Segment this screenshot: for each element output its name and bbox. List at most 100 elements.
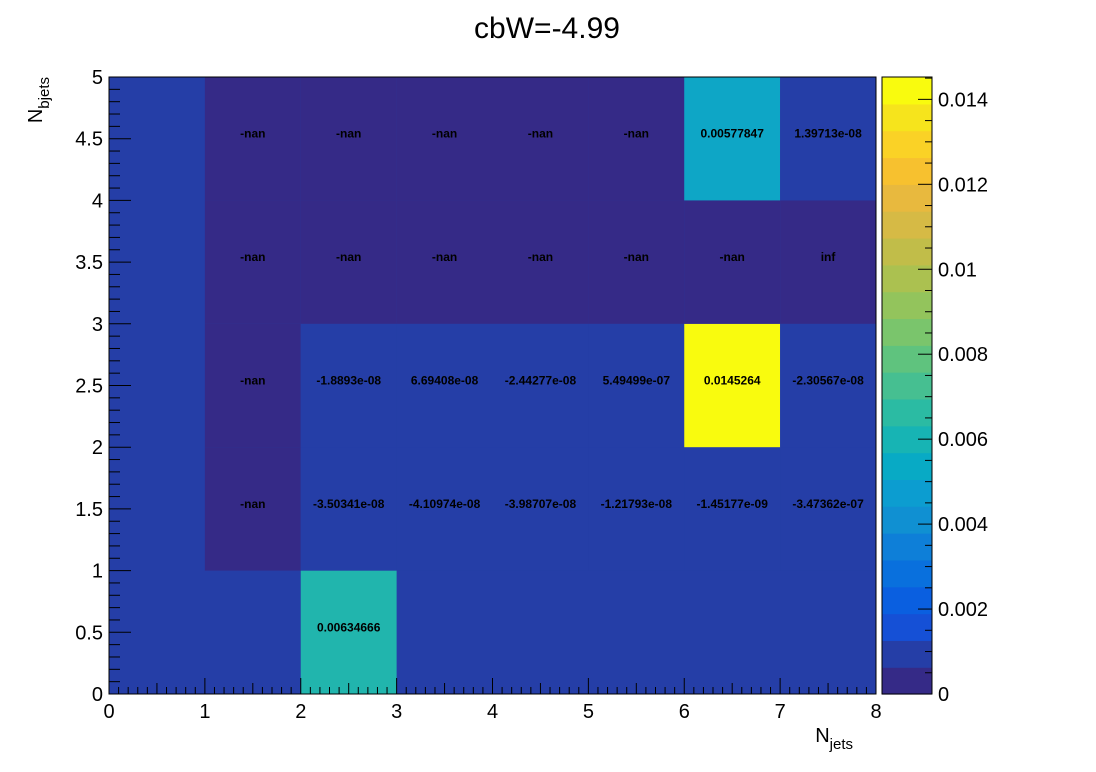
cell-value-label: -nan [336,127,361,141]
chart-title: cbW=-4.99 [474,12,620,45]
heatmap-cell [204,323,301,448]
heatmap-cell [588,200,685,324]
x-axis-label-main: N [815,725,829,747]
y-axis-label: Nbjets [25,77,53,123]
cell-value-label: 0.00634666 [317,620,381,634]
z-tick-label: 0.006 [938,429,988,451]
x-tick-label: 5 [583,701,594,723]
colorbar-segment [882,398,932,427]
y-axis-label-main: N [25,109,47,123]
x-tick-label: 7 [775,701,786,723]
colorbar-segment [882,372,932,400]
cell-value-label: -3.98707e-08 [505,497,577,511]
heatmap-cell [492,200,589,324]
cell-value-label: -nan [528,127,553,141]
cell-value-label: -2.30567e-08 [792,374,864,388]
heatmap-cell [780,77,876,201]
heatmap-cell [300,570,397,694]
cell-value-label: -nan [240,127,265,141]
y-tick-label: 4.5 [75,129,103,151]
cell-value-label: -nan [432,250,457,264]
cell-value-label: 5.49499e-07 [603,374,671,388]
colorbar-segment [882,479,932,507]
z-tick-label: 0.002 [938,599,988,621]
cell-value-label: -nan [240,374,265,388]
y-tick-label: 2 [92,437,103,459]
colorbar-segment [882,184,932,212]
cell-value-label: -nan [432,127,457,141]
colorbar-segment [882,613,932,641]
y-tick-label: 0 [92,684,103,706]
x-tick-label: 2 [295,701,306,723]
heatmap-cell [396,77,493,201]
colorbar-segment [882,130,932,159]
cell-value-label: -nan [720,250,745,264]
heatmap-cell [780,323,876,448]
heatmap-cell [684,200,781,324]
x-tick-label: 8 [870,701,881,723]
x-tick-label: 6 [679,701,690,723]
x-axis-label-sub: jets [829,736,853,753]
cell-value-label: -1.8893e-08 [316,374,381,388]
y-tick-label: 5 [92,67,103,89]
x-axis: 0 1 2 3 4 5 6 7 8 [103,678,882,723]
colorbar-segment [882,640,932,668]
plot-cells [109,77,876,694]
z-tick-label: 0.008 [938,344,988,366]
cell-value-label: -nan [624,127,649,141]
cell-value-label: -3.50341e-08 [313,497,385,511]
heatmap-cell [300,200,397,324]
colorbar-segment [882,77,932,105]
cell-labels: 0.00634666 -nan -3.50341e-08 -4.10974e-08 -3… [240,127,864,635]
heatmap-cell [396,447,493,571]
colorbar-segment [882,559,932,588]
cell-value-label: -nan [624,250,649,264]
colorbar-segment [882,533,932,561]
z-tick-label: 0.01 [938,259,977,281]
heatmap-cell [492,77,589,201]
cell-value-label: -nan [240,250,265,264]
colorbar-frame [881,76,933,695]
cell-value-label: inf [821,250,837,264]
cell-value-label: -4.10974e-08 [409,497,481,511]
x-tick-label: 4 [487,701,498,723]
heatmap-cell [204,200,301,324]
heatmap-cell [684,77,781,201]
z-axis: 0 0.002 0.004 0.006 0.008 0.01 0.012 0.014 [918,77,988,706]
y-tick-label: 1.5 [75,499,103,521]
colorbar-segment [882,103,932,132]
y-tick-label: 4 [92,190,103,212]
colorbar [881,76,933,695]
colorbar-segment [882,586,932,615]
heatmap-cell [396,200,493,324]
cell-value-label: 1.39713e-08 [794,127,862,141]
heatmap-cell [684,323,781,448]
colorbar-segment [882,452,932,480]
colorbar-segment [882,345,932,373]
heatmap-cell [588,447,685,571]
x-tick-label: 1 [199,701,210,723]
y-axis-label-sub: bjets [36,77,53,109]
cell-value-label: 6.69408e-08 [411,374,479,388]
heatmap-cell [780,447,876,571]
colorbar-segment [882,157,932,185]
heatmap-cell [588,323,685,448]
heatmap-cell [492,447,589,571]
heatmap-cell [396,323,493,448]
cell-value-label: -nan [336,250,361,264]
y-axis: 0 0.5 1 1.5 2 2.5 3 3.5 4 4.5 5 [75,67,131,706]
cell-value-label: -nan [240,497,265,511]
colorbar-segment [882,211,932,239]
y-tick-label: 0.5 [75,622,103,644]
y-tick-label: 2.5 [75,376,103,398]
heatmap-cell [300,323,397,448]
y-tick-label: 1 [92,561,103,583]
colorbar-segment [882,318,932,346]
colorbar-segment [882,237,932,266]
colorbar-segment [882,667,932,695]
z-tick-label: 0.014 [938,89,988,111]
heatmap-cell [780,200,876,324]
heatmap-cell [204,447,301,571]
z-tick-label: 0.004 [938,514,988,536]
